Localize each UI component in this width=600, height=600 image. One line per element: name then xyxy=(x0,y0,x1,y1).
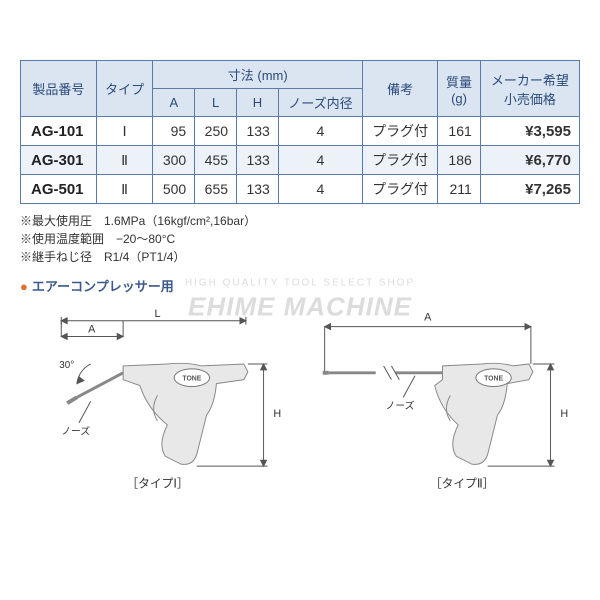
type2-label: ［タイプⅡ］ xyxy=(430,478,495,491)
table-row: AG-101Ⅰ952501334プラグ付161¥3,595 xyxy=(21,117,580,146)
angle-label: 30° xyxy=(59,360,74,371)
th-dim: 寸法 (mm) xyxy=(153,61,363,89)
spec-table: 製品番号 タイプ 寸法 (mm) 備考 質量 (g) メーカー希望 小売価格 A… xyxy=(20,60,580,204)
cell-type: Ⅱ xyxy=(96,146,153,175)
type1-label: ［タイプⅠ］ xyxy=(126,478,188,491)
cell-price: ¥6,770 xyxy=(480,146,579,175)
cell-l: 455 xyxy=(195,146,237,175)
nose-label-2: ノーズ xyxy=(386,399,415,412)
th-remarks: 備考 xyxy=(363,61,438,117)
cell-h: 133 xyxy=(237,146,279,175)
cell-price: ¥7,265 xyxy=(480,175,579,204)
cell-mass: 161 xyxy=(438,117,481,146)
cell-type: Ⅰ xyxy=(96,117,153,146)
note-1: ※最大使用圧 1.6MPa（16kgf/cm²,16bar） xyxy=(20,212,580,230)
cell-mass: 211 xyxy=(438,175,481,204)
cell-mass: 186 xyxy=(438,146,481,175)
th-price: メーカー希望 小売価格 xyxy=(480,61,579,117)
cell-h: 133 xyxy=(237,117,279,146)
cell-nose: 4 xyxy=(278,175,362,204)
cell-l: 250 xyxy=(195,117,237,146)
cell-model: AG-101 xyxy=(21,117,97,146)
brand-label-2: TONE xyxy=(484,376,503,383)
cell-model: AG-501 xyxy=(21,175,97,204)
section-title: ● エアーコンプレッサー用 xyxy=(20,276,580,295)
dim-a2-label: A xyxy=(424,312,432,324)
th-nose: ノーズ内径 xyxy=(278,89,362,117)
diagram-type2: A TONE H ノーズ ［タイプⅡ］ xyxy=(305,307,580,494)
cell-type: Ⅱ xyxy=(96,175,153,204)
bullet-icon: ● xyxy=(20,279,28,294)
cell-price: ¥3,595 xyxy=(480,117,579,146)
brand-label-1: TONE xyxy=(182,376,201,383)
cell-a: 500 xyxy=(153,175,195,204)
th-h: H xyxy=(237,89,279,117)
dim-h2-label: H xyxy=(560,408,568,420)
diagrams: L A 30° TONE H ノーズ ［タイプⅠ］ xyxy=(20,307,580,494)
diagram-type1: L A 30° TONE H ノーズ ［タイプⅠ］ xyxy=(20,307,295,494)
cell-nose: 4 xyxy=(278,146,362,175)
cell-h: 133 xyxy=(237,175,279,204)
note-3: ※継手ねじ径 R1/4（PT1/4） xyxy=(20,248,580,266)
section-label: エアーコンプレッサー用 xyxy=(32,279,174,294)
th-mass: 質量 (g) xyxy=(438,61,481,117)
cell-remarks: プラグ付 xyxy=(363,117,438,146)
th-type: タイプ xyxy=(96,61,153,117)
dim-h-label: H xyxy=(273,408,281,420)
dim-l-label: L xyxy=(154,308,160,320)
note-2: ※使用温度範囲 −20～80°C xyxy=(20,230,580,248)
cell-remarks: プラグ付 xyxy=(363,146,438,175)
th-model: 製品番号 xyxy=(21,61,97,117)
cell-l: 655 xyxy=(195,175,237,204)
dim-a-label: A xyxy=(88,324,96,336)
cell-nose: 4 xyxy=(278,117,362,146)
table-row: AG-301Ⅱ3004551334プラグ付186¥6,770 xyxy=(21,146,580,175)
cell-a: 300 xyxy=(153,146,195,175)
th-a: A xyxy=(153,89,195,117)
cell-model: AG-301 xyxy=(21,146,97,175)
nose-label-1: ノーズ xyxy=(61,425,90,438)
th-l: L xyxy=(195,89,237,117)
cell-remarks: プラグ付 xyxy=(363,175,438,204)
table-row: AG-501Ⅱ5006551334プラグ付211¥7,265 xyxy=(21,175,580,204)
cell-a: 95 xyxy=(153,117,195,146)
notes: ※最大使用圧 1.6MPa（16kgf/cm²,16bar） ※使用温度範囲 −… xyxy=(20,212,580,266)
